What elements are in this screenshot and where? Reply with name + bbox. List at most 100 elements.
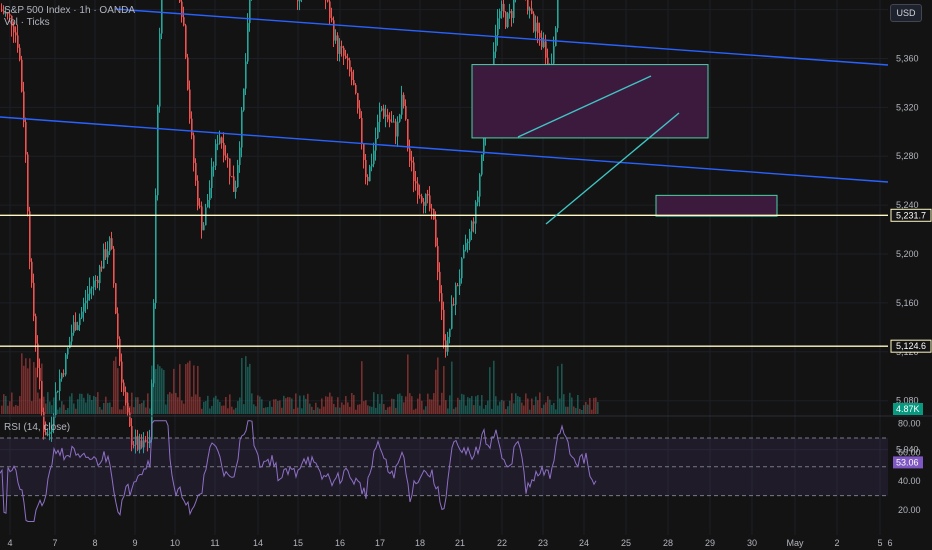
channel-lower-line [545,112,680,225]
candle-down [427,193,429,196]
rsi-pane [0,415,932,522]
volume-bar [559,398,561,414]
time-tick-label: 2 [834,538,839,548]
volume-bar [375,407,377,414]
candle-down [37,343,39,368]
candle-down [423,201,425,206]
candle-down [473,221,475,224]
volume-bar [495,396,497,414]
volume-bar [265,407,267,414]
candle-up [69,341,71,349]
candle-down [367,176,369,182]
volume-bar [475,396,477,414]
volume-bar [433,393,435,414]
volume-bar [589,397,591,414]
volume-bar [123,405,125,414]
candle-down [113,248,115,284]
drawings[interactable] [0,0,889,347]
candle-up [243,88,245,111]
candle-up [513,0,515,18]
time-axis[interactable]: 4 7 8 9 10 11 14 15 16 17 18 21 22 23 24 25 28 29 30 May 2 5 6 [7,538,892,548]
volume-bar [121,409,123,414]
volume-bar [349,406,351,414]
volume-bar [197,365,199,414]
candle-down [533,13,535,32]
volume-bar [295,393,297,414]
volume-bar [491,408,493,414]
candle-up [463,249,465,259]
volume-bar [53,397,55,414]
volume-bar [323,406,325,414]
volume-bar [89,395,91,414]
time-tick-label: 28 [663,538,673,548]
rsi-tick-label: 40.00 [898,476,921,486]
currency-button[interactable]: USD [890,4,922,22]
volume-tag-label: 4.87K [896,404,920,414]
volume-bar [157,364,159,414]
candle-down [297,0,299,2]
volume-bar [221,405,223,414]
volume-bar [159,366,161,414]
time-tick-label: 16 [335,538,345,548]
time-tick-label: 10 [170,538,180,548]
candle-up [59,378,61,392]
volume-bar [319,408,321,414]
volume-bar [57,409,59,414]
volume-bar [31,401,33,414]
candle-down [327,0,329,2]
candle-down [413,162,415,182]
candle-down [39,367,41,382]
candle-up [143,440,145,448]
volume-bar [461,393,463,414]
volume-bar [195,394,197,414]
rsi-tick-label: 20.00 [898,505,921,515]
volume-bar [419,393,421,414]
time-tick-label: 24 [579,538,589,548]
candle-up [159,33,161,107]
volume-bar [359,404,361,414]
volume-bar [243,404,245,414]
candle-up [399,114,401,122]
time-tick-label: 11 [210,538,219,548]
candle-down [225,155,227,158]
candle-up [369,166,371,182]
candle-down [115,283,117,314]
volume-bar [249,363,251,414]
candle-down [527,0,529,11]
candle-down [547,57,549,67]
candle-down [223,143,225,156]
candle-down [329,1,331,19]
candle-up [211,166,213,189]
candle-up [65,354,67,375]
volume-bar [345,395,347,414]
volume-bar [117,368,119,414]
volume-bar [97,392,99,414]
candle-up [203,225,205,231]
candle-down [457,285,459,287]
candle-up [139,440,141,450]
price-tick-label: 5,320 [896,102,919,112]
volume-bar [21,353,23,414]
candle-down [181,1,183,18]
candle-up [475,202,477,224]
price-tick-label: 5,360 [896,53,919,63]
candle-up [79,317,81,326]
candle-down [233,176,235,192]
volume-bar [143,400,145,414]
candle-down [41,381,43,412]
volume-bar [167,394,169,414]
volume-bar [479,405,481,414]
volume-bar [209,408,211,414]
volume-bar [571,397,573,414]
volume-bar [331,396,333,414]
volume-bar [207,395,209,414]
volume-bar [581,409,583,414]
time-tick-label: 15 [293,538,303,548]
time-tick-label: 9 [132,538,137,548]
candle-up [543,41,545,47]
candle-down [129,412,131,427]
volume-bar [259,396,261,414]
volume-bar [255,406,257,414]
volume-bar [313,409,315,414]
